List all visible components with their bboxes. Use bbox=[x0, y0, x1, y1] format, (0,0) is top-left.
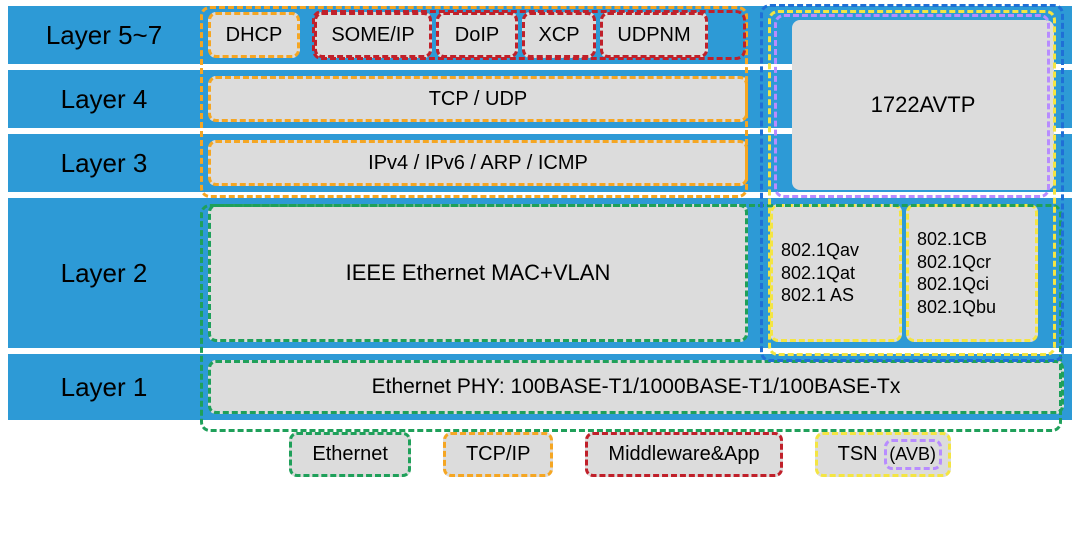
label-layer2: Layer 2 bbox=[8, 198, 200, 348]
label-layer1: Layer 1 bbox=[8, 354, 200, 420]
legend-avb-inline: (AVB) bbox=[884, 439, 942, 470]
label-layer4: Layer 4 bbox=[8, 70, 200, 128]
box-udpnm: UDPNM bbox=[600, 12, 708, 58]
box-phy: Ethernet PHY: 100BASE-T1/1000BASE-T1/100… bbox=[208, 360, 1064, 414]
cb-line-0: 802.1CB bbox=[917, 228, 987, 251]
box-avtp: 1722AVTP bbox=[792, 20, 1054, 190]
legend-middleware: Middleware&App bbox=[585, 432, 782, 477]
qav-line-2: 802.1 AS bbox=[781, 284, 854, 307]
box-ip: IPv4 / IPv6 / ARP / ICMP bbox=[208, 140, 748, 186]
box-cb: 802.1CB 802.1Qcr 802.1Qci 802.1Qbu bbox=[906, 204, 1038, 342]
label-layer57: Layer 5~7 bbox=[8, 6, 200, 64]
legend-ethernet: Ethernet bbox=[289, 432, 411, 477]
box-doip: DoIP bbox=[436, 12, 518, 58]
row-layer1: Layer 1 Ethernet PHY: 100BASE-T1/1000BAS… bbox=[8, 354, 1072, 420]
box-qav: 802.1Qav 802.1Qat 802.1 AS bbox=[770, 204, 902, 342]
row-layer2: Layer 2 IEEE Ethernet MAC+VLAN 802.1Qav … bbox=[8, 198, 1072, 348]
box-mac: IEEE Ethernet MAC+VLAN bbox=[208, 204, 748, 342]
label-layer3: Layer 3 bbox=[8, 134, 200, 192]
box-tcpudp: TCP / UDP bbox=[208, 76, 748, 122]
content-layer1: Ethernet PHY: 100BASE-T1/1000BASE-T1/100… bbox=[200, 354, 1072, 420]
cb-line-2: 802.1Qci bbox=[917, 273, 989, 296]
legend: Ethernet TCP/IP Middleware&App TSN (AVB) bbox=[8, 430, 1072, 479]
box-someip: SOME/IP bbox=[314, 12, 432, 58]
legend-tsn: TSN (AVB) bbox=[815, 432, 951, 477]
cb-line-3: 802.1Qbu bbox=[917, 296, 996, 319]
box-dhcp: DHCP bbox=[208, 12, 300, 58]
box-xcp: XCP bbox=[522, 12, 596, 58]
content-layer2: IEEE Ethernet MAC+VLAN 802.1Qav 802.1Qat… bbox=[200, 198, 1072, 348]
legend-tsn-text: TSN bbox=[838, 443, 878, 466]
cb-line-1: 802.1Qcr bbox=[917, 251, 991, 274]
qav-line-0: 802.1Qav bbox=[781, 239, 859, 262]
legend-tcpip: TCP/IP bbox=[443, 432, 553, 477]
qav-line-1: 802.1Qat bbox=[781, 262, 855, 285]
